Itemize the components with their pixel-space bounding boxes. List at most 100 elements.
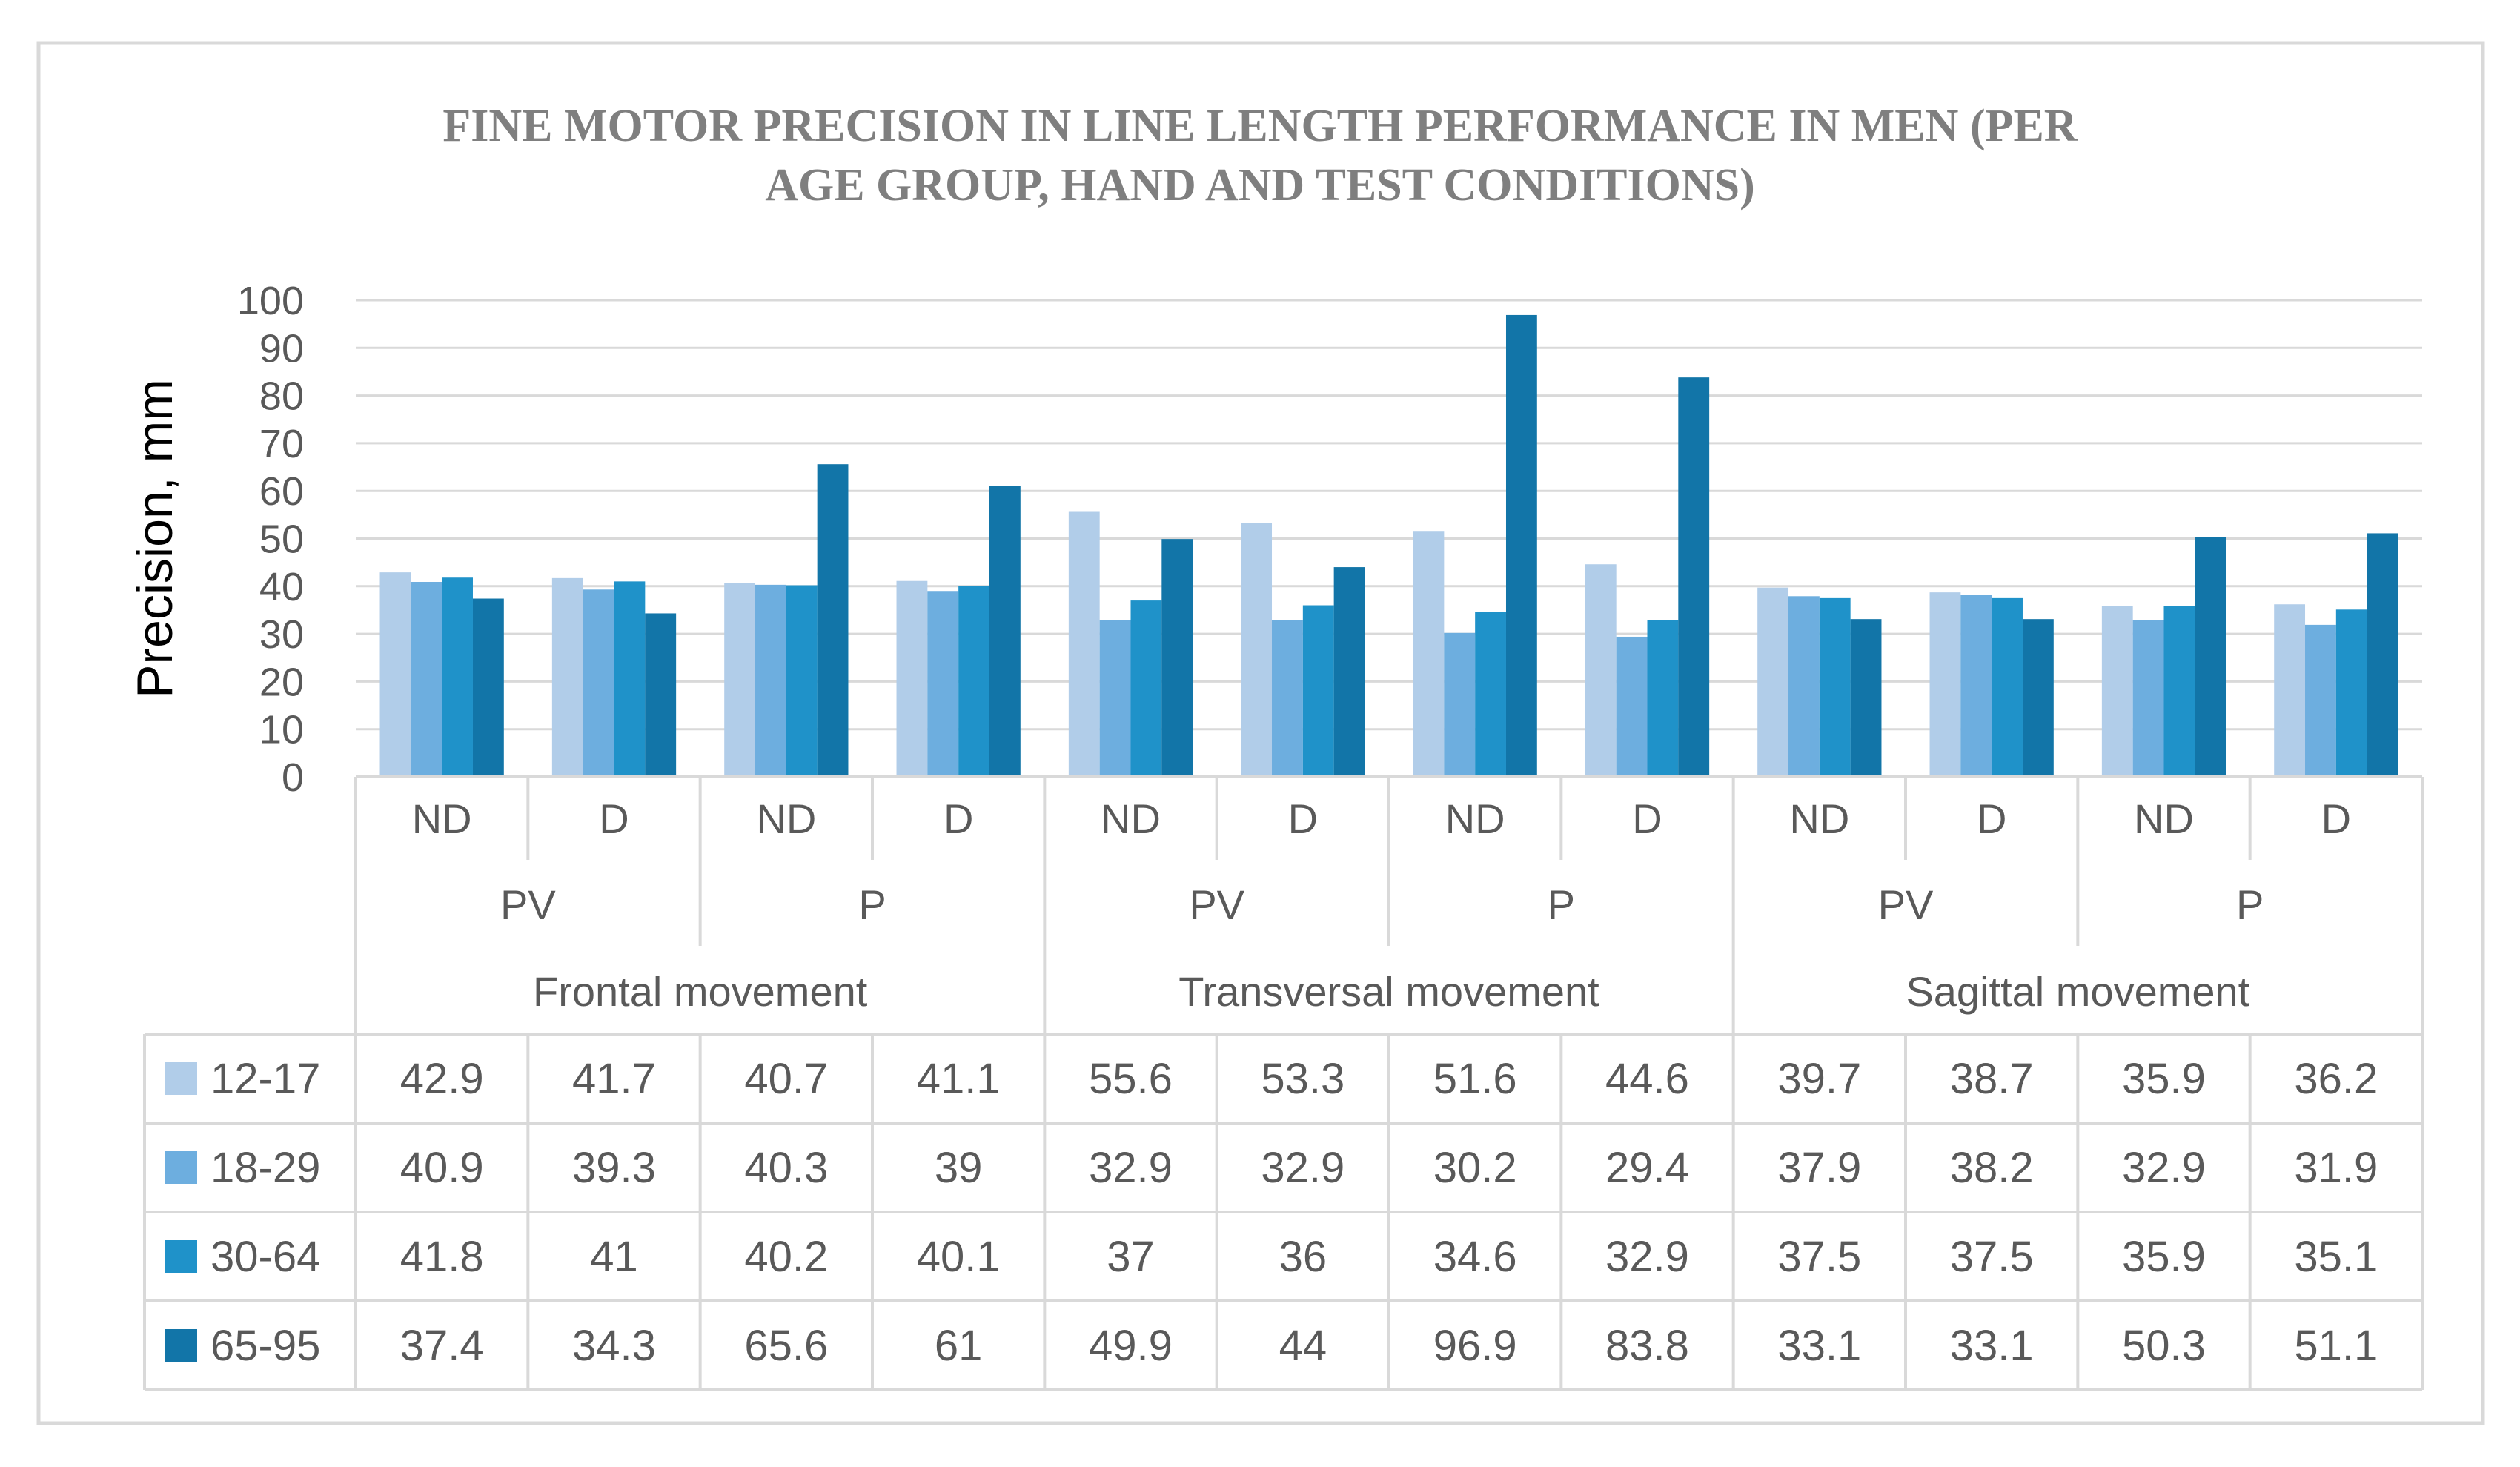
legend-swatch-12-17 bbox=[165, 1062, 197, 1095]
y-tick-label: 90 bbox=[259, 326, 304, 371]
bar-30-64-10 bbox=[1992, 597, 2023, 777]
legend-swatch-30-64 bbox=[165, 1240, 197, 1273]
data-label-18-29: 38.2 bbox=[1950, 1144, 2034, 1192]
data-label-30-64: 40.1 bbox=[917, 1233, 1001, 1281]
bar-65-95-3 bbox=[817, 464, 849, 777]
bar-65-95-6 bbox=[1333, 567, 1365, 777]
bar-12-17-8 bbox=[1585, 564, 1617, 777]
bar-12-17-5 bbox=[1068, 511, 1100, 777]
category-hand-label: D bbox=[599, 795, 629, 842]
data-label-12-17: 41.7 bbox=[572, 1055, 656, 1103]
data-label-65-95: 83.8 bbox=[1605, 1322, 1689, 1370]
data-label-30-64: 41 bbox=[590, 1233, 638, 1281]
bar-30-64-3 bbox=[786, 585, 818, 777]
bar-30-64-7 bbox=[1475, 612, 1506, 777]
y-tick-label: 30 bbox=[259, 612, 304, 657]
bar-18-29-6 bbox=[1272, 620, 1303, 777]
data-label-30-64: 41.8 bbox=[400, 1233, 484, 1281]
bar-65-95-5 bbox=[1161, 539, 1193, 777]
data-label-65-95: 65.6 bbox=[744, 1322, 828, 1370]
data-label-18-29: 32.9 bbox=[1089, 1144, 1173, 1192]
legend-label: 65-95 bbox=[210, 1322, 320, 1370]
bar-65-95-10 bbox=[2022, 619, 2054, 777]
bar-18-29-11 bbox=[2132, 620, 2164, 777]
bar-18-29-8 bbox=[1616, 636, 1648, 777]
data-label-65-95: 51.1 bbox=[2294, 1322, 2378, 1370]
data-label-18-29: 39.3 bbox=[572, 1144, 656, 1192]
data-label-65-95: 34.3 bbox=[572, 1322, 656, 1370]
bar-12-17-9 bbox=[1757, 587, 1789, 777]
data-label-30-64: 35.1 bbox=[2294, 1233, 2378, 1281]
data-label-18-29: 40.9 bbox=[400, 1144, 484, 1192]
data-label-30-64: 34.6 bbox=[1433, 1233, 1517, 1281]
category-hand-label: D bbox=[1288, 795, 1318, 842]
bar-18-29-2 bbox=[583, 589, 614, 777]
data-label-18-29: 37.9 bbox=[1777, 1144, 1861, 1192]
data-label-12-17: 36.2 bbox=[2294, 1055, 2378, 1103]
y-tick-label: 80 bbox=[259, 374, 304, 419]
bar-30-64-4 bbox=[958, 586, 989, 777]
bar-18-29-7 bbox=[1444, 632, 1476, 777]
data-label-30-64: 36 bbox=[1279, 1233, 1327, 1281]
data-label-65-95: 33.1 bbox=[1950, 1322, 2034, 1370]
bar-30-64-8 bbox=[1647, 620, 1679, 777]
category-hand-label: ND bbox=[1101, 795, 1161, 842]
category-hand-label: D bbox=[2321, 795, 2351, 842]
category-hand-label: D bbox=[944, 795, 973, 842]
y-tick-label: 20 bbox=[259, 660, 304, 704]
category-condition-label: P bbox=[858, 881, 886, 928]
data-label-18-29: 40.3 bbox=[744, 1144, 828, 1192]
category-hand-label: ND bbox=[412, 795, 472, 842]
category-hand-label: ND bbox=[1445, 795, 1505, 842]
bar-18-29-4 bbox=[927, 591, 959, 777]
category-hand-label: ND bbox=[2134, 795, 2194, 842]
data-label-12-17: 41.1 bbox=[917, 1055, 1001, 1103]
data-label-65-95: 49.9 bbox=[1089, 1322, 1173, 1370]
category-condition-label: PV bbox=[1878, 881, 1934, 928]
category-movement-label: Transversal movement bbox=[1178, 968, 1599, 1015]
category-movement-label: Sagittal movement bbox=[1906, 968, 2249, 1015]
category-condition-label: P bbox=[2236, 881, 2264, 928]
bar-18-29-12 bbox=[2305, 624, 2336, 777]
y-tick-label: 70 bbox=[259, 422, 304, 466]
data-label-18-29: 32.9 bbox=[1261, 1144, 1344, 1192]
category-hand-label: D bbox=[1632, 795, 1662, 842]
bar-65-95-1 bbox=[472, 598, 504, 777]
data-label-18-29: 30.2 bbox=[1433, 1144, 1517, 1192]
category-condition-label: PV bbox=[1189, 881, 1244, 928]
bar-18-29-9 bbox=[1788, 596, 1820, 777]
data-label-65-95: 96.9 bbox=[1433, 1322, 1517, 1370]
bar-65-95-7 bbox=[1505, 314, 1537, 778]
chart-title-line: FINE MOTOR PRECISION IN LINE LENGTH PERF… bbox=[442, 101, 2078, 151]
data-label-30-64: 40.2 bbox=[744, 1233, 828, 1281]
bar-30-64-9 bbox=[1819, 597, 1851, 777]
data-label-12-17: 38.7 bbox=[1950, 1055, 2034, 1103]
data-label-12-17: 42.9 bbox=[400, 1055, 484, 1103]
bar-65-95-2 bbox=[645, 613, 677, 777]
bar-65-95-12 bbox=[2367, 533, 2398, 777]
legend-swatch-18-29 bbox=[165, 1151, 197, 1184]
bar-65-95-9 bbox=[1850, 619, 1882, 777]
bar-30-64-11 bbox=[2163, 606, 2195, 777]
category-movement-label: Frontal movement bbox=[533, 968, 868, 1015]
bar-12-17-12 bbox=[2274, 604, 2306, 777]
chart-title-line: AGE GROUP, HAND AND TEST CONDITIONS) bbox=[765, 160, 1755, 211]
data-label-30-64: 32.9 bbox=[1605, 1233, 1689, 1281]
data-label-65-95: 33.1 bbox=[1777, 1322, 1861, 1370]
data-label-12-17: 53.3 bbox=[1261, 1055, 1344, 1103]
bar-12-17-10 bbox=[1929, 592, 1961, 777]
data-label-18-29: 31.9 bbox=[2294, 1144, 2378, 1192]
bar-65-95-8 bbox=[1678, 377, 1710, 777]
bar-12-17-3 bbox=[724, 583, 756, 777]
bar-18-29-1 bbox=[411, 582, 442, 777]
bar-12-17-7 bbox=[1413, 531, 1445, 777]
bar-65-95-4 bbox=[989, 486, 1021, 777]
bar-30-64-5 bbox=[1130, 600, 1162, 777]
y-tick-label: 50 bbox=[259, 517, 304, 562]
legend-label: 18-29 bbox=[210, 1144, 320, 1192]
data-label-65-95: 44 bbox=[1279, 1322, 1327, 1370]
bar-18-29-3 bbox=[755, 584, 786, 777]
bar-12-17-6 bbox=[1241, 523, 1273, 777]
y-axis-label: Precision, mm bbox=[127, 379, 183, 698]
